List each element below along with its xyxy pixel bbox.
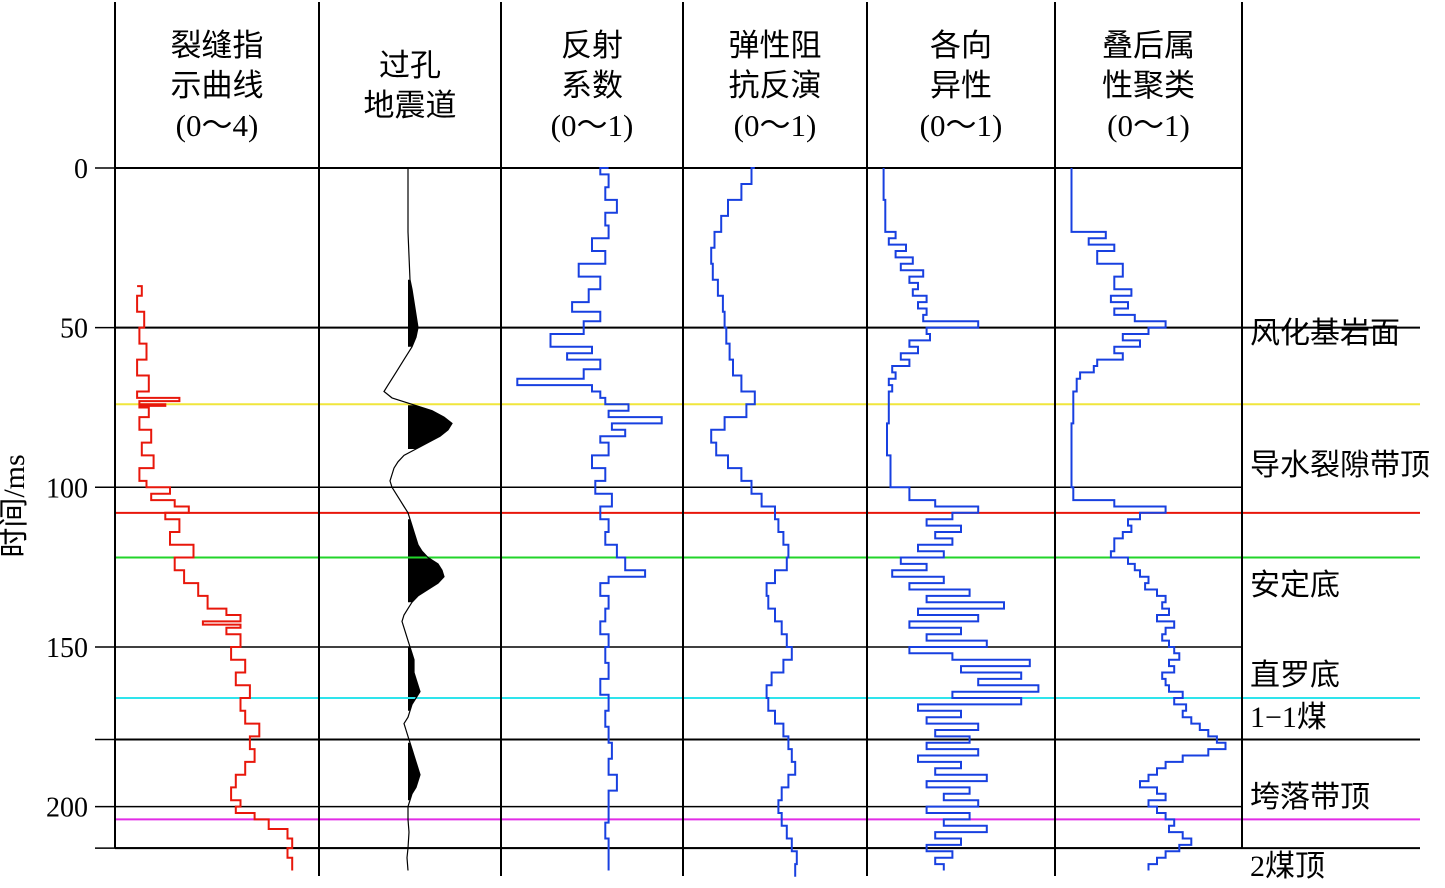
column-header-line: 叠后属 <box>1102 28 1195 63</box>
column-header-line: (0～1) <box>1107 108 1190 143</box>
column-header-line: 地震道 <box>364 88 457 123</box>
wiggle-fill <box>408 519 444 603</box>
y-tick-label: 100 <box>46 473 88 504</box>
wiggle-fill <box>408 404 452 449</box>
column-header-line: 裂缝指 <box>171 28 264 63</box>
series-curve <box>136 285 294 871</box>
time-axis-ticks: 0 50 100 150 200 <box>46 154 88 824</box>
horizon-label: 2煤顶 <box>1250 850 1325 883</box>
horizon-label: 导水裂隙带顶 <box>1250 449 1430 482</box>
wiggle-fills <box>408 279 452 801</box>
column-header-line: (0～1) <box>920 108 1003 143</box>
column-header-line: 抗反演 <box>729 68 822 103</box>
wiggle-fill <box>408 279 418 347</box>
y-tick-label: 50 <box>60 314 88 345</box>
horizon-lines <box>115 326 1420 850</box>
column-header-line: 弹性阻 <box>729 28 822 63</box>
column-frame <box>114 2 1243 876</box>
y-tick-label: 200 <box>46 793 88 824</box>
column-header-line: 示曲线 <box>171 68 264 103</box>
log-curves <box>136 167 1227 877</box>
horizon-label: 1−1煤 <box>1250 701 1327 734</box>
horizon-label: 安定底 <box>1250 569 1340 602</box>
column-header-line: (0～1) <box>551 108 634 143</box>
horizon-label: 垮落带顶 <box>1250 781 1370 814</box>
y-axis-label: 时间/ms <box>0 454 31 557</box>
series-curve <box>710 167 798 877</box>
horizon-label: 风化基岩面 <box>1250 317 1400 350</box>
series-curve <box>516 167 663 871</box>
y-tick-label: 0 <box>74 154 88 185</box>
column-header-line: (0～1) <box>734 108 817 143</box>
time-gridlines <box>95 167 1242 849</box>
series-curve <box>1070 168 1227 871</box>
y-tick-label: 150 <box>46 633 88 664</box>
column-header-line: 反射 <box>561 28 623 63</box>
column-header-line: 过孔 <box>379 48 441 83</box>
horizon-label: 直罗底 <box>1250 659 1340 692</box>
column-header-line: 各向 <box>930 28 992 63</box>
column-header-line: (0～4) <box>176 108 259 143</box>
column-header-line: 性聚类 <box>1102 68 1195 103</box>
series-curve <box>882 168 1040 871</box>
column-header-line: 异性 <box>930 68 992 103</box>
column-header-line: 系数 <box>561 68 623 103</box>
wiggle-fill <box>408 742 420 801</box>
wiggle-fill <box>408 647 420 711</box>
seismic-trace <box>383 168 453 871</box>
